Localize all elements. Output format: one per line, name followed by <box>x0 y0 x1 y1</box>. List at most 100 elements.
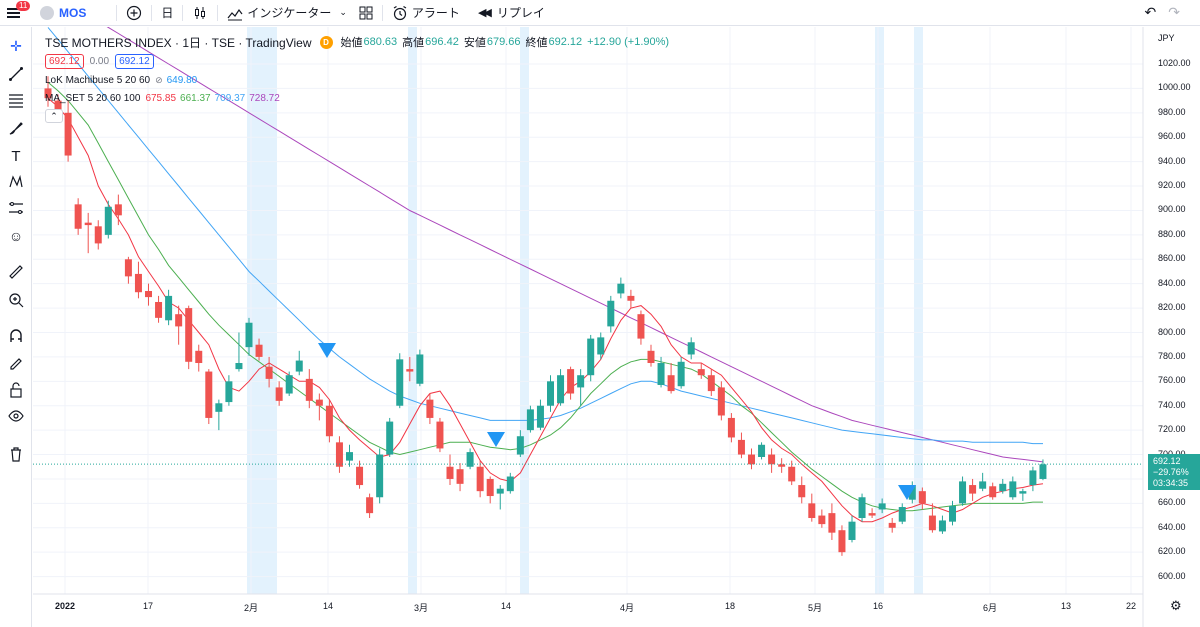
interval-button[interactable]: 日 <box>161 6 174 20</box>
buy-price-button[interactable]: 692.12 <box>115 53 154 69</box>
trendline-tool[interactable] <box>4 63 28 85</box>
indicator-name: LoK Machibuse 5 20 60 <box>45 74 151 86</box>
currency-label[interactable]: JPY <box>1158 33 1175 43</box>
candle-body <box>506 476 514 492</box>
ma100-line <box>106 27 1044 463</box>
candle-body <box>84 222 92 226</box>
candle-body <box>557 375 565 404</box>
pattern-tool[interactable] <box>4 171 28 193</box>
indicator-legend-1[interactable]: LoK Machibuse 5 20 60 ⊘ 649.80 <box>45 71 674 89</box>
close-label: 終値 <box>525 37 548 49</box>
candle-body <box>597 337 605 355</box>
candle-body <box>1019 491 1027 494</box>
crosshair-tool[interactable]: ✛ <box>4 35 28 57</box>
signal-highlight-band <box>247 27 277 594</box>
candle-body <box>758 444 766 457</box>
candle-body <box>788 466 796 482</box>
candle-body <box>305 378 313 401</box>
alert-button[interactable]: アラート <box>386 0 466 26</box>
time-tick-label: 16 <box>872 601 884 611</box>
chart-type-button[interactable] <box>186 0 214 26</box>
candle-body <box>567 369 575 394</box>
redo-button[interactable]: ↷ <box>1162 0 1186 26</box>
collapse-legend-button[interactable]: ⌃ <box>45 109 63 123</box>
indicators-button[interactable]: インジケーター ⌄ <box>221 0 353 26</box>
time-tick-label: 14 <box>322 601 334 611</box>
spread-value: 0.00 <box>89 55 110 67</box>
candle-body <box>888 522 896 528</box>
open-label: 始値 <box>340 37 363 49</box>
replay-button[interactable]: ◀◀ リプレイ <box>472 0 551 26</box>
time-tick-label: 2月 <box>243 603 259 613</box>
templates-button[interactable] <box>353 0 379 26</box>
price-tick-label: 780.00 <box>1158 350 1186 361</box>
candle-body <box>938 520 946 532</box>
ma20-line <box>47 81 1043 512</box>
high-label: 高値 <box>402 37 425 49</box>
last-price: 692.12 <box>1153 456 1181 466</box>
magnet-tool[interactable] <box>4 325 28 347</box>
smiley-icon: ☺ <box>8 228 24 244</box>
visibility-tool[interactable] <box>4 405 28 427</box>
candle-body <box>486 478 494 497</box>
lock-tool[interactable] <box>4 379 28 401</box>
candle-body <box>828 513 836 533</box>
magnet-icon <box>10 329 22 342</box>
time-tick-label: 18 <box>724 601 736 611</box>
chart-pane[interactable]: TSE MOTHERS INDEX · 1日 · TSE · TradingVi… <box>33 27 1200 627</box>
text-tool[interactable]: T <box>4 145 28 167</box>
candle-body <box>74 204 82 229</box>
candle-body <box>928 515 936 531</box>
candle-body <box>959 481 967 504</box>
candle-body <box>496 488 504 494</box>
fib-tool[interactable] <box>4 89 28 111</box>
ma5-line <box>47 97 1044 523</box>
candle-body <box>275 387 283 401</box>
toolbar-divider <box>151 4 153 21</box>
candle-body <box>265 366 273 379</box>
candle-body <box>848 521 856 540</box>
price-tick-label: 1000.00 <box>1158 82 1191 93</box>
candle-body <box>155 301 163 318</box>
hidden-eye-icon: ⊘ <box>155 74 163 85</box>
alert-label: アラート <box>411 6 460 20</box>
collapse-row: ⌃ <box>45 107 674 125</box>
compare-button[interactable] <box>120 0 148 26</box>
delayed-badge[interactable]: D <box>319 35 333 49</box>
candle-body <box>918 491 926 504</box>
chart-settings-button[interactable]: ⚙ <box>1170 598 1182 614</box>
candle-body <box>657 363 665 385</box>
icon-tool[interactable]: ☺ <box>4 225 28 247</box>
alarm-clock-icon <box>393 5 407 20</box>
candle-body <box>185 308 193 362</box>
ma20-value: 661.37 <box>180 92 211 104</box>
plus-circle-icon <box>127 5 142 20</box>
candle-body <box>44 88 52 99</box>
time-tick-label: 13 <box>1060 601 1072 611</box>
candle-body <box>94 226 102 244</box>
symbol-search-button[interactable]: MOS <box>26 0 92 26</box>
symbol-legend-row: TSE MOTHERS INDEX · 1日 · TSE · TradingVi… <box>45 33 674 51</box>
toolbar-divider <box>182 4 184 21</box>
stay-drawing-tool[interactable] <box>4 351 28 373</box>
undo-button[interactable]: ↶ <box>1139 0 1163 26</box>
brush-tool[interactable] <box>4 117 28 139</box>
price-chart[interactable] <box>33 27 1200 627</box>
price-tick-label: 700.00 <box>1158 449 1186 459</box>
candle-body <box>175 314 183 327</box>
candle-body <box>798 485 806 498</box>
measure-tool[interactable] <box>4 261 28 283</box>
price-tick-label: 800.00 <box>1158 326 1186 337</box>
candle-body <box>376 454 384 498</box>
candle-body <box>778 464 786 467</box>
menu-button[interactable]: 11 <box>0 0 31 26</box>
prediction-tool[interactable] <box>4 197 28 219</box>
price-tick-label: 880.00 <box>1158 228 1186 239</box>
signal-highlight-band <box>408 27 417 594</box>
candle-body <box>908 485 916 500</box>
candle-body <box>436 421 444 449</box>
indicator-legend-2[interactable]: MA_SET 5 20 60 100 675.85 661.37 709.37 … <box>45 89 674 107</box>
zoom-tool[interactable] <box>4 289 28 311</box>
sell-price-button[interactable]: 692.12 <box>45 53 84 69</box>
remove-drawings-tool[interactable] <box>4 443 28 465</box>
